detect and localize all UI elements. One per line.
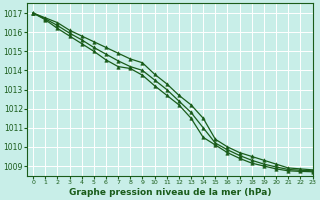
X-axis label: Graphe pression niveau de la mer (hPa): Graphe pression niveau de la mer (hPa) — [68, 188, 271, 197]
